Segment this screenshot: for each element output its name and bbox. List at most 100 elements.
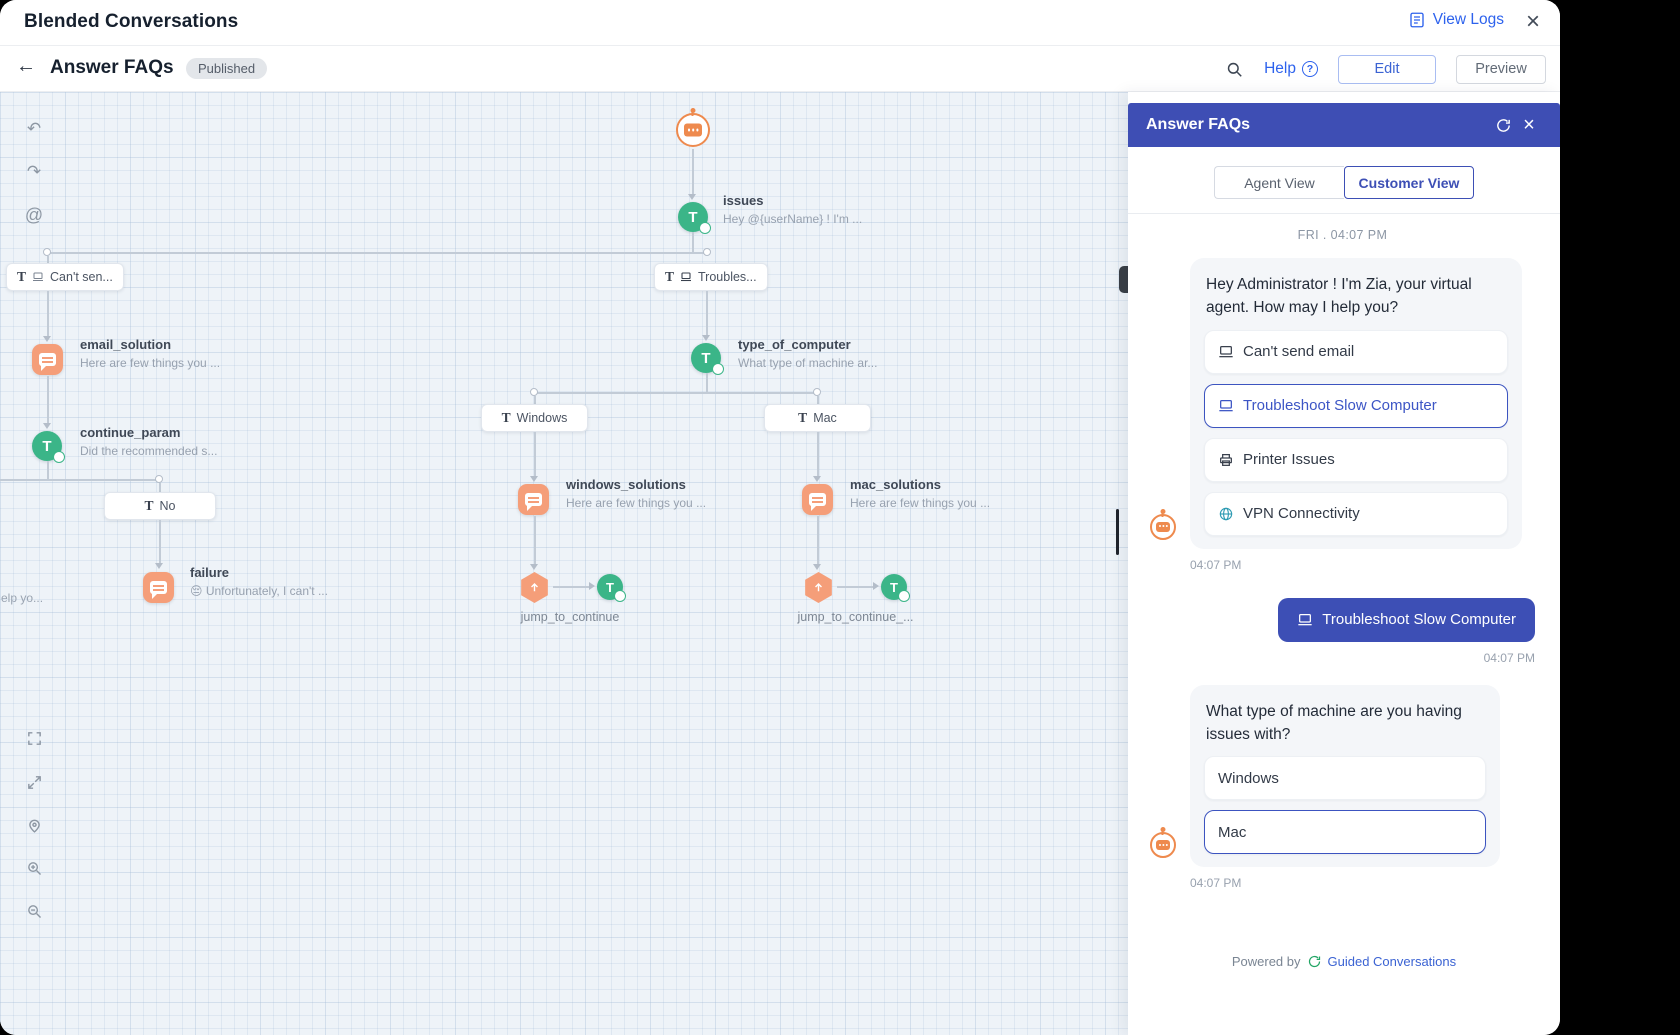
app-window: Blended Conversations View Logs × ← Answ… [0,0,1560,1035]
condition-no[interactable]: T No [104,492,216,520]
connector-line [47,461,49,480]
zoom-in-icon[interactable] [22,856,46,880]
guided-conversations-link[interactable]: Guided Conversations [1327,954,1457,969]
node-subtext: What type of machine ar... [738,356,878,370]
node-windows-solutions[interactable] [518,484,549,515]
redo-icon[interactable]: ↷ [26,162,42,181]
option-cant-send-email[interactable]: Can't send email [1204,329,1508,374]
node-failure[interactable] [143,572,174,603]
bot-message-text: What type of machine are you having issu… [1206,702,1462,743]
globe-icon [1219,507,1233,520]
node-email-solution[interactable] [32,344,63,375]
junction-dot [155,475,163,483]
view-logs-label: View Logs [1432,11,1504,28]
laptop-icon [681,272,692,282]
connector-line [47,291,49,338]
node-jump-icon[interactable] [805,572,832,603]
refresh-icon[interactable] [1490,112,1516,138]
bot-message-card: Hey Administrator ! I'm Zia, your virtua… [1190,258,1522,549]
node-jump-target[interactable]: T [597,574,626,602]
view-tabs: Agent View Customer View [1128,147,1560,214]
date-header: FRI . 04:07 PM [1297,228,1388,242]
connector-line [692,232,694,253]
node-title: issues [723,193,764,208]
panel-resize-handle[interactable] [1116,509,1119,555]
option-printer-issues[interactable]: Printer Issues [1204,437,1508,482]
back-arrow-icon[interactable]: ← [16,55,36,77]
connector-line [692,149,694,196]
node-title: windows_solutions [566,477,686,492]
node-mac-solutions[interactable] [802,484,833,515]
flow-toolbar: ← Answer FAQs Published Help ? Edit Prev… [0,46,1560,92]
node-subtext: Hey @{userName} ! I'm ... [723,212,863,226]
tab-agent-view[interactable]: Agent View [1214,166,1344,199]
edit-button[interactable]: Edit [1338,54,1436,84]
node-title: email_solution [80,337,172,352]
connector-line [47,376,49,425]
connector-arrow [873,582,879,590]
connector-line [0,479,160,481]
search-icon[interactable] [1225,60,1244,79]
panel-close-icon[interactable]: × [1523,113,1535,136]
preview-button[interactable]: Preview [1456,54,1546,84]
option-mac[interactable]: Mac [1204,810,1486,854]
connector-arrow [43,336,51,342]
condition-troubleshoot[interactable]: T Troubles... [654,263,768,291]
message-timestamp: 04:07 PM [1190,557,1242,572]
node-subtext: Here are few things you ... [566,496,707,510]
guided-conversations-icon [1308,955,1320,968]
chat-preview: FRI . 04:07 PM Hey Administrator ! I'm Z… [1128,214,1560,1035]
tab-customer-view[interactable]: Customer View [1344,166,1474,199]
option-troubleshoot-slow-computer[interactable]: Troubleshoot Slow Computer [1204,383,1508,428]
undo-icon[interactable]: ↶ [26,119,42,138]
laptop-icon [1219,399,1233,411]
connector-line [817,432,819,477]
bot-message-group: What type of machine are you having issu… [1150,684,1535,890]
node-subtext: 😔 Unfortunately, I can't ... [190,584,328,598]
node-title: continue_param [80,425,181,440]
powered-by-label: Powered by [1231,954,1301,969]
help-button[interactable]: Help ? [1264,60,1318,78]
logs-icon [1410,12,1424,28]
fullscreen-icon[interactable] [22,726,46,750]
jump-label: jump_to_continue [520,610,620,624]
flow-start-bot-node[interactable] [676,108,710,147]
bot-message-text: Hey Administrator ! I'm Zia, your virtua… [1206,276,1472,317]
zoom-out-icon[interactable] [22,899,46,923]
node-continue-param[interactable]: T [32,431,65,463]
node-type-of-computer[interactable]: T [691,343,724,375]
condition-mac[interactable]: T Mac [764,404,871,432]
node-jump-icon[interactable] [521,572,548,603]
printer-icon [1220,453,1232,466]
condition-windows[interactable]: T Windows [481,404,588,432]
mention-icon[interactable]: @ [24,204,44,225]
user-message-group: Troubleshoot Slow Computer 04:07 PM [1150,597,1535,665]
connector-arrow [530,476,538,482]
connector-arrow [688,194,696,200]
condition-cant-send-email[interactable]: T Can't sen... [6,263,124,291]
connector-arrow [702,335,710,341]
node-issues[interactable]: T [678,202,711,234]
bot-message-card: What type of machine are you having issu… [1190,684,1500,867]
close-icon[interactable]: × [1525,8,1540,35]
connector-line [837,586,873,588]
help-label: Help [1264,60,1296,77]
status-badge: Published [186,58,268,79]
locate-pin-icon[interactable] [22,813,46,837]
flow-canvas[interactable]: ↶ ↷ @ T issues Hey @{userName} ! I'm ... [0,92,1128,1035]
laptop-icon [1298,613,1312,625]
node-jump-target[interactable]: T [881,574,910,602]
connector-line [159,483,161,492]
junction-dot [703,248,711,256]
laptop-icon [33,272,44,281]
fit-view-icon[interactable] [22,770,46,794]
option-windows[interactable]: Windows [1204,756,1486,800]
jump-label: jump_to_continue_... [797,610,914,624]
view-logs-button[interactable]: View Logs [1408,11,1504,29]
connector-line [47,252,707,254]
option-vpn-connectivity[interactable]: VPN Connectivity [1204,491,1508,536]
junction-dot [813,388,821,396]
partial-node-label: elp yo... [1,591,44,605]
junction-dot [530,388,538,396]
panel-collapse-handle[interactable] [1119,266,1128,293]
